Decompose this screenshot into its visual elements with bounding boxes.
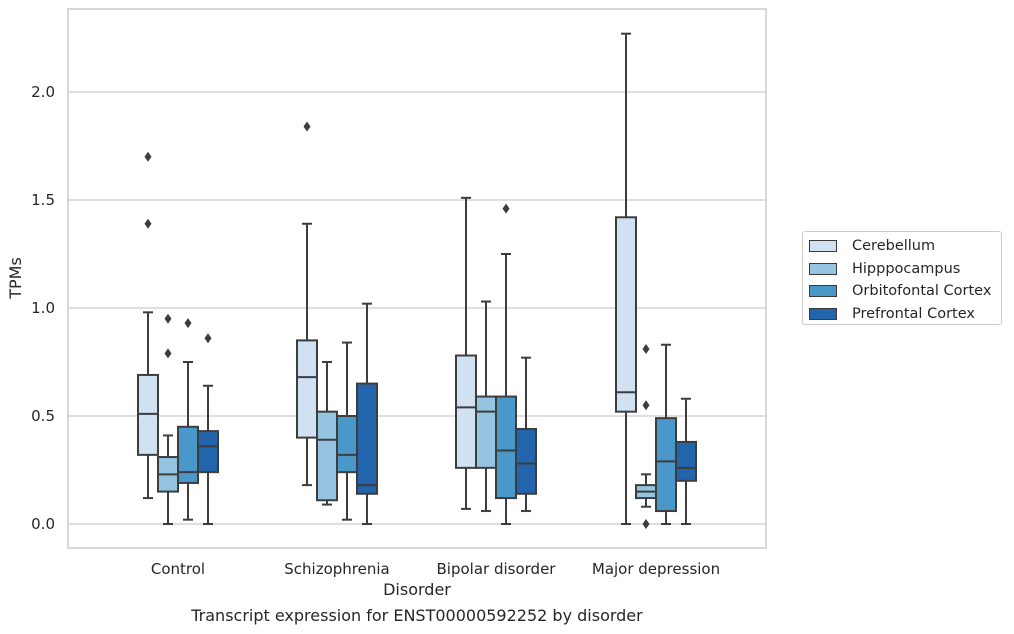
legend-item: Prefrontal Cortex (809, 305, 975, 323)
box-body (296, 339, 318, 439)
x-tick-label: Control (151, 560, 205, 578)
legend-label: Prefrontal Cortex (852, 305, 975, 322)
box-body (675, 440, 697, 482)
legend: Cerebellum Hipppocampus Orbitofontal Corte… (802, 231, 1002, 325)
box-body (356, 382, 378, 495)
box-1-3 (356, 302, 378, 525)
box-2-0 (455, 196, 477, 510)
outlier-point (144, 218, 152, 229)
box-body (455, 354, 477, 469)
box-3-0 (615, 32, 637, 525)
outlier-point (642, 344, 650, 355)
box-body (515, 427, 537, 495)
box-body (316, 410, 338, 502)
y-tick-label: 1.5 (31, 191, 55, 209)
y-axis-title: TPMs (6, 257, 25, 300)
box-body (177, 425, 199, 484)
x-tick-label: Bipolar disorder (437, 560, 557, 578)
y-tick-label: 2.0 (31, 83, 55, 101)
box-2-2 (495, 203, 517, 525)
box-body (336, 415, 358, 474)
box-body (137, 373, 159, 456)
box-body (475, 395, 497, 469)
y-tick-label: 0.0 (31, 515, 55, 533)
box-3-3 (675, 397, 697, 525)
box-1-2 (336, 341, 358, 521)
box-body (495, 395, 517, 500)
legend-item: Cerebellum (809, 237, 935, 255)
outlier-point (642, 519, 650, 529)
box-0-0 (137, 151, 159, 500)
outlier-point (642, 400, 650, 411)
box-0-2 (177, 318, 199, 521)
legend-swatch (809, 240, 837, 252)
outlier-point (164, 348, 172, 359)
x-tick-label: Major depression (592, 560, 720, 578)
box-0-3 (197, 333, 219, 525)
outlier-point (184, 318, 192, 329)
outlier-point (502, 203, 510, 214)
legend-swatch (809, 285, 837, 297)
box-1-0 (296, 121, 318, 487)
outlier-point (164, 313, 172, 324)
box-body (615, 216, 637, 413)
legend-swatch (809, 307, 837, 320)
outlier-point (303, 121, 311, 132)
box-3-2 (655, 343, 677, 525)
outlier-point (144, 151, 152, 162)
legend-item: Hipppocampus (809, 260, 960, 278)
legend-label: Cerebellum (852, 238, 936, 254)
box-3-1 (635, 344, 657, 529)
box-1-1 (316, 361, 338, 506)
outlier-point (204, 333, 212, 344)
legend-label: Hipppocampus (852, 260, 961, 277)
box-2-3 (515, 356, 537, 513)
legend-swatch (809, 262, 837, 275)
legend-item: Orbitofontal Cortex (809, 282, 991, 300)
x-tick-label: Schizophrenia (284, 560, 389, 578)
legend-label: Orbitofontal Cortex (852, 283, 992, 299)
box-0-1 (157, 313, 179, 525)
chart-caption: Transcript expression for ENST0000059225… (191, 606, 643, 625)
y-tick-label: 0.5 (31, 407, 55, 425)
box-body (197, 430, 219, 474)
box-body (655, 417, 677, 513)
y-tick-label: 1.0 (31, 299, 55, 317)
x-axis-title: Disorder (383, 580, 451, 599)
